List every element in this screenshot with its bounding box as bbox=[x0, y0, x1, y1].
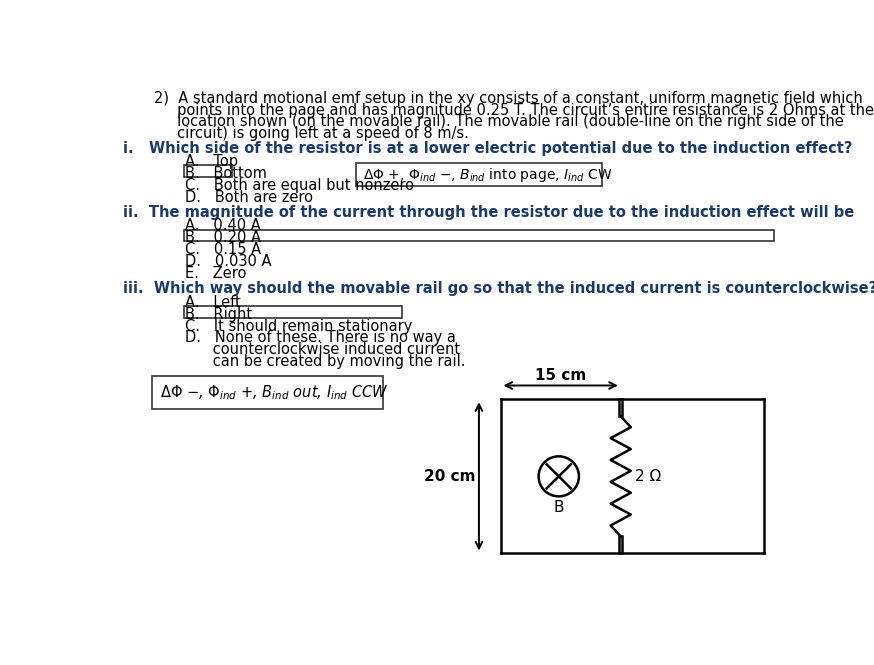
Text: points into the page and has magnitude 0.25 T. The circuit’s entire resistance i: points into the page and has magnitude 0… bbox=[154, 102, 874, 118]
Text: C.   Both are equal but nonzero: C. Both are equal but nonzero bbox=[185, 178, 414, 193]
Text: ii.  The magnitude of the current through the resistor due to the induction effe: ii. The magnitude of the current through… bbox=[123, 205, 855, 220]
Text: E.   Zero: E. Zero bbox=[185, 266, 246, 281]
Text: iii.  Which way should the movable rail go so that the induced current is counte: iii. Which way should the movable rail g… bbox=[123, 281, 874, 296]
Text: 2 Ω: 2 Ω bbox=[635, 469, 662, 484]
Text: D.   0.030 A: D. 0.030 A bbox=[185, 254, 272, 269]
Text: D.   None of these. There is no way a: D. None of these. There is no way a bbox=[185, 331, 456, 345]
Text: 15 cm: 15 cm bbox=[535, 368, 586, 383]
Text: D.   Both are zero: D. Both are zero bbox=[185, 190, 313, 205]
Text: counterclockwise induced current: counterclockwise induced current bbox=[185, 342, 461, 357]
Text: A.   0.40 A: A. 0.40 A bbox=[185, 218, 261, 233]
Text: 20 cm: 20 cm bbox=[424, 469, 475, 484]
Text: B.   Bottom: B. Bottom bbox=[185, 166, 267, 181]
Text: $\Delta\Phi$ +, $\Phi_{\mathit{ind}}$ $-$, $B_{\mathit{ind}}$ into page, $I_{\ma: $\Delta\Phi$ +, $\Phi_{\mathit{ind}}$ $-… bbox=[364, 166, 613, 184]
Text: $\Delta\Phi$ $-$, $\Phi_{\mathit{ind}}$ $+$, $B_{\mathit{ind}}$ out, $I_{\mathit: $\Delta\Phi$ $-$, $\Phi_{\mathit{ind}}$ … bbox=[160, 383, 388, 402]
Text: circuit) is going left at a speed of 8 m/s.: circuit) is going left at a speed of 8 m… bbox=[154, 126, 469, 142]
Text: A.   Top: A. Top bbox=[185, 154, 239, 169]
Text: B.   Right: B. Right bbox=[185, 307, 253, 322]
Text: B: B bbox=[553, 500, 564, 515]
Text: C.   It should remain stationary: C. It should remain stationary bbox=[185, 319, 413, 334]
Text: i.   Which side of the resistor is at a lower electric potential due to the indu: i. Which side of the resistor is at a lo… bbox=[123, 140, 853, 156]
Text: can be created by moving the rail.: can be created by moving the rail. bbox=[185, 354, 466, 369]
Text: location shown (on the movable rail). The movable rail (double-line on the right: location shown (on the movable rail). Th… bbox=[154, 114, 844, 130]
Text: C.   0.15 A: C. 0.15 A bbox=[185, 242, 261, 257]
Text: A.   Left: A. Left bbox=[185, 295, 241, 310]
Text: B.   0.20 A: B. 0.20 A bbox=[185, 230, 261, 245]
Text: 2)  A standard motional emf setup in the xy consists of a constant, uniform magn: 2) A standard motional emf setup in the … bbox=[154, 90, 863, 106]
